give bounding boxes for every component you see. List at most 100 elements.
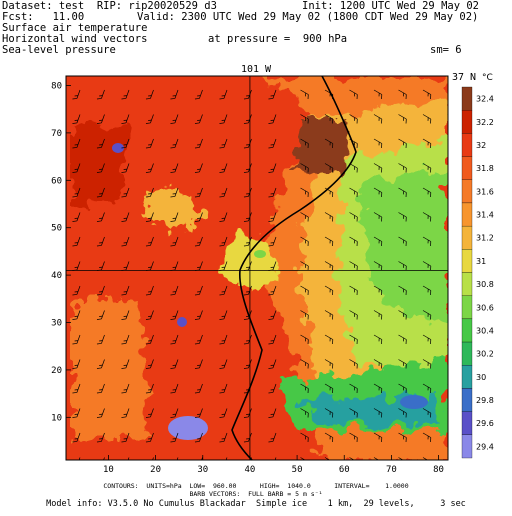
- wind-barb: [373, 408, 383, 418]
- wind-barb: [170, 285, 179, 296]
- wind-barb: [194, 114, 203, 124]
- model-info: Model info: V3.5.0 No Cumulus Blackadar …: [46, 499, 466, 509]
- legend-level-label: 32: [476, 141, 486, 150]
- wind-barb: [398, 187, 407, 197]
- wind-barb: [300, 212, 309, 222]
- wind-barb: [300, 285, 309, 295]
- wind-barb: [145, 334, 154, 345]
- wind-barb: [121, 212, 130, 222]
- wind-barb: [121, 408, 130, 418]
- wind-barb: [398, 138, 407, 148]
- wind-barb: [219, 138, 228, 149]
- wind-barb: [121, 89, 130, 100]
- wind-barb: [72, 114, 81, 124]
- wind-barb: [170, 212, 179, 222]
- wind-barb: [324, 408, 334, 418]
- wind-barb: [96, 408, 105, 418]
- wind-barb: [121, 432, 130, 443]
- legend-level-label: 31.4: [476, 211, 494, 220]
- legend-level-label: 29.6: [476, 419, 494, 428]
- x-tick-label: 70: [386, 465, 397, 475]
- wind-barb: [422, 310, 432, 320]
- dataset-label: Dataset: test RIP: rip20020529 d3: [2, 0, 217, 12]
- wind-barb: [170, 236, 179, 247]
- legend-swatch: [461, 225, 473, 250]
- wind-barb: [170, 114, 179, 124]
- barb-info: BARB VECTORS: FULL BARB = 5 m s⁻¹: [189, 490, 323, 498]
- wind-barb: [373, 114, 383, 124]
- legend-level-label: 30: [476, 373, 486, 382]
- wind-barb: [96, 138, 105, 149]
- wind-barb: [268, 432, 277, 443]
- legend-swatch: [461, 365, 473, 389]
- wind-barb: [121, 163, 130, 173]
- wind-barb: [268, 408, 277, 418]
- wind-barb: [373, 310, 383, 320]
- wind-barb: [398, 432, 407, 442]
- y-tick-label: 50: [51, 224, 62, 234]
- wind-barb: [373, 163, 383, 173]
- legend-level-label: 29.8: [476, 396, 494, 405]
- wind-barb: [72, 163, 81, 173]
- contours-info: CONTOURS: UNITS=hPa LOW= 960.00 HIGH= 10…: [103, 482, 409, 490]
- wind-barb: [349, 114, 358, 124]
- wind-barb: [121, 236, 130, 247]
- wind-barb: [300, 114, 309, 124]
- wind-barb: [219, 212, 228, 222]
- wind-barb: [422, 187, 432, 197]
- legend-swatch: [461, 110, 473, 134]
- wind-barb: [300, 187, 309, 197]
- wind-barb: [170, 163, 179, 173]
- x-tick-label: 60: [339, 465, 350, 475]
- wind-barb: [422, 285, 432, 295]
- smoothing-label: sm= 6: [430, 44, 462, 56]
- color-legend: 32.4 32.2 32 31.8 31.6 31.4 31.2 31 30.8 30.6 30.4…: [461, 86, 494, 459]
- wind-barb: [121, 285, 130, 296]
- wind-barb: [194, 236, 203, 247]
- wind-barb: [72, 285, 81, 296]
- legend-level-label: 32.4: [476, 95, 494, 104]
- wind-barb: [72, 310, 81, 320]
- wind-barb: [170, 383, 179, 394]
- wind-barb: [219, 163, 228, 173]
- x-tick-label: 80: [433, 465, 444, 475]
- wind-barb: [219, 408, 228, 418]
- wind-barb: [194, 187, 203, 198]
- wind-barb: [324, 138, 334, 148]
- wind-barb: [170, 310, 179, 320]
- legend-level-label: 31.2: [476, 234, 494, 243]
- wind-barb: [121, 334, 130, 345]
- wind-barb: [268, 212, 277, 222]
- wind-barb: [194, 285, 203, 296]
- wind-barb: [422, 359, 432, 369]
- wind-barb: [96, 359, 105, 369]
- wind-barb: [121, 114, 130, 124]
- wind-barb: [121, 359, 130, 369]
- wind-barb: [194, 212, 203, 222]
- wind-barb: [101, 457, 105, 460]
- wind-barb: [219, 285, 228, 296]
- wind-barb: [170, 89, 179, 100]
- wind-barb: [268, 359, 277, 369]
- field-wind-label: Horizontal wind vectors: [2, 33, 148, 45]
- wind-barb: [96, 285, 105, 296]
- wind-barb: [268, 285, 277, 296]
- wind-barb: [268, 163, 277, 173]
- wind-barb: [121, 187, 130, 198]
- wind-barb: [349, 285, 358, 295]
- wind-barb: [324, 163, 334, 173]
- wind-barb: [398, 212, 407, 222]
- wind-barb: [145, 285, 154, 296]
- wind-barb: [398, 334, 407, 344]
- legend-swatch: [461, 202, 473, 227]
- legend-level-label: 31: [476, 257, 486, 266]
- wind-barb: [145, 359, 154, 369]
- wind-barb: [300, 432, 309, 442]
- wind-barb: [219, 89, 228, 100]
- legend-swatch: [461, 156, 473, 180]
- wind-barb: [300, 359, 309, 369]
- wind-barb: [324, 432, 334, 442]
- x-tick-label: 50: [292, 465, 303, 475]
- wind-barb: [398, 408, 407, 418]
